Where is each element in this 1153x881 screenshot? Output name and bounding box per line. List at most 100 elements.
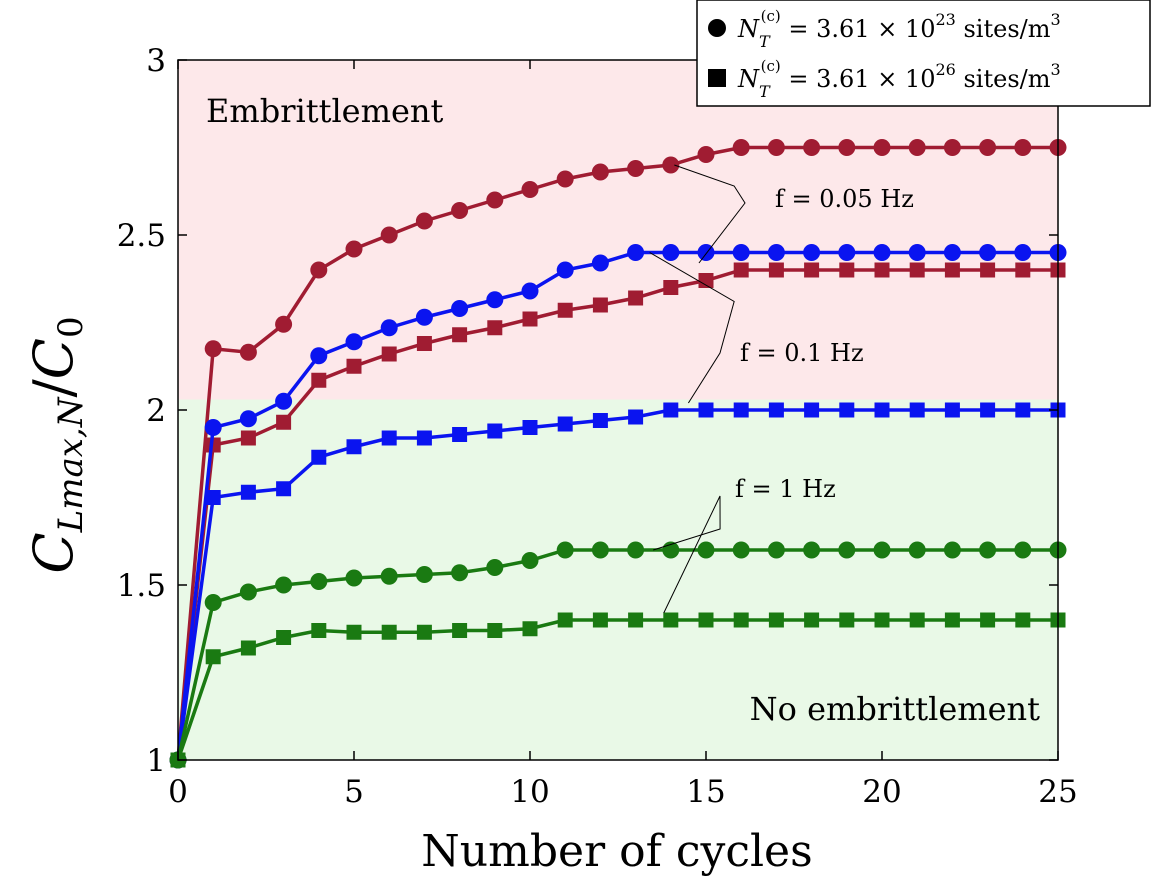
y-tick-label: 3 bbox=[146, 43, 166, 79]
data-point bbox=[592, 413, 608, 428]
data-point bbox=[943, 244, 961, 261]
data-point bbox=[276, 414, 292, 430]
axis-ticks: 0 5 10 15 20 25 1 1.5 2 2.5 3 bbox=[117, 43, 1078, 810]
data-point bbox=[908, 541, 926, 559]
y-axis-label: CLmax,N/C0 bbox=[22, 316, 91, 573]
data-point bbox=[839, 612, 855, 628]
data-point bbox=[205, 649, 221, 665]
legend-square-marker bbox=[708, 69, 726, 87]
data-point bbox=[908, 139, 926, 156]
y-tick-label: 2 bbox=[146, 393, 166, 429]
data-point bbox=[415, 308, 433, 326]
data-point bbox=[275, 392, 293, 410]
annotation-f-1: f = 1 Hz bbox=[735, 475, 836, 503]
data-point bbox=[767, 541, 785, 559]
data-point bbox=[556, 261, 574, 279]
x-tick-label: 10 bbox=[510, 774, 549, 810]
data-point bbox=[275, 576, 293, 594]
annotation-f-01: f = 0.1 Hz bbox=[740, 339, 864, 367]
data-point bbox=[908, 244, 926, 261]
data-point bbox=[310, 261, 328, 279]
data-point bbox=[628, 612, 644, 628]
y-tick-label: 2.5 bbox=[117, 218, 166, 254]
data-point bbox=[768, 402, 784, 418]
data-point bbox=[768, 612, 784, 628]
region-embrittlement bbox=[178, 60, 1058, 400]
x-tick-label: 0 bbox=[168, 774, 188, 810]
data-point bbox=[415, 566, 433, 583]
data-point bbox=[698, 612, 714, 628]
data-point bbox=[381, 430, 397, 446]
data-point bbox=[768, 262, 784, 278]
series-2 bbox=[169, 244, 1067, 769]
data-point bbox=[380, 319, 398, 337]
data-point bbox=[346, 358, 362, 374]
data-point bbox=[486, 559, 504, 576]
data-point bbox=[874, 402, 890, 418]
data-point bbox=[239, 343, 257, 361]
data-point bbox=[980, 402, 996, 418]
series-4 bbox=[169, 541, 1067, 769]
legend-entry-square: NT(c) = 3.61 × 1026 sites/m3 bbox=[737, 57, 1061, 101]
data-point bbox=[838, 541, 856, 559]
data-point bbox=[1014, 541, 1032, 559]
data-point bbox=[311, 623, 327, 638]
data-point bbox=[239, 583, 257, 601]
data-point bbox=[874, 612, 890, 628]
data-point bbox=[943, 541, 961, 559]
data-point bbox=[909, 402, 925, 418]
data-point bbox=[310, 573, 328, 590]
series-5 bbox=[170, 612, 1066, 768]
data-point bbox=[522, 621, 538, 637]
y-axis-label-sub: Lmax,N bbox=[51, 396, 91, 533]
data-point bbox=[452, 623, 468, 638]
data-point bbox=[944, 402, 960, 418]
data-point bbox=[944, 262, 960, 278]
data-point bbox=[662, 156, 680, 174]
series-layer bbox=[169, 139, 1067, 769]
data-point bbox=[556, 541, 574, 559]
y-axis-label-c: C bbox=[22, 532, 85, 573]
data-point bbox=[487, 423, 503, 439]
y-axis-label-sub0: 0 bbox=[51, 316, 91, 338]
series-0 bbox=[169, 139, 1067, 769]
data-point bbox=[451, 300, 469, 317]
leader-lines bbox=[649, 164, 746, 614]
data-point bbox=[943, 139, 961, 156]
data-point bbox=[346, 624, 362, 640]
data-point bbox=[697, 541, 715, 559]
data-point bbox=[591, 254, 609, 272]
data-point bbox=[380, 567, 398, 585]
data-point bbox=[557, 302, 573, 318]
leader-line-1 bbox=[649, 252, 735, 404]
y-axis-label-c0: C bbox=[22, 338, 85, 379]
data-point bbox=[416, 336, 432, 351]
data-point bbox=[557, 612, 573, 628]
data-point bbox=[276, 481, 292, 497]
data-point bbox=[204, 419, 222, 436]
data-point bbox=[239, 410, 257, 428]
region-label-no-embrittlement: No embrittlement bbox=[750, 690, 1041, 728]
data-point bbox=[416, 430, 432, 446]
data-point bbox=[311, 372, 327, 388]
data-point bbox=[522, 311, 538, 327]
y-tick-label: 1.5 bbox=[117, 568, 166, 604]
data-point bbox=[521, 552, 539, 569]
data-point bbox=[733, 262, 749, 278]
data-point bbox=[733, 402, 749, 418]
data-point bbox=[345, 333, 363, 351]
data-point bbox=[979, 541, 997, 559]
leader-line-2 bbox=[653, 495, 721, 614]
data-point bbox=[804, 612, 820, 628]
x-tick-label: 5 bbox=[344, 774, 364, 810]
data-point bbox=[451, 202, 469, 219]
y-tick-label: 1 bbox=[146, 743, 166, 779]
data-point bbox=[592, 297, 608, 313]
data-point bbox=[1015, 612, 1031, 628]
data-point bbox=[486, 191, 504, 209]
data-point bbox=[452, 427, 468, 442]
data-point bbox=[275, 315, 293, 333]
data-point bbox=[732, 244, 750, 261]
data-point bbox=[733, 612, 749, 628]
data-point bbox=[839, 262, 855, 278]
